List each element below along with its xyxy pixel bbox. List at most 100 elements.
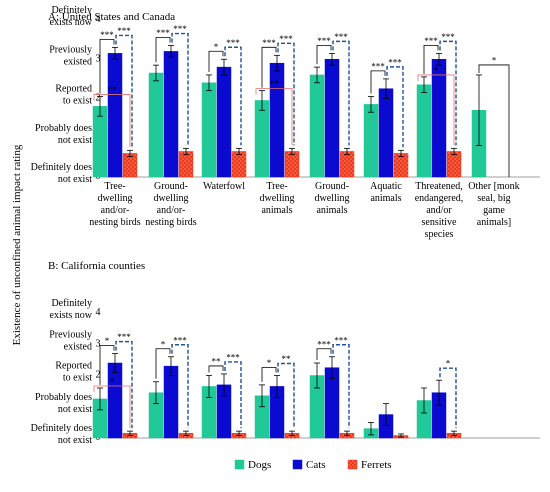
sig-bracket-dogs-cats-label: *** xyxy=(317,36,331,46)
bar-cats xyxy=(163,365,179,439)
sig-bracket-cats-ferrets xyxy=(171,32,189,146)
category-label: nesting birds xyxy=(89,217,140,228)
sig-bracket-cats-ferrets xyxy=(277,362,295,429)
y-tick-number: 4 xyxy=(96,14,101,25)
sig-bracket-dogs-cats-label: * xyxy=(161,339,166,349)
bar-cats xyxy=(378,88,394,178)
sig-bracket-dogs-cats-label: *** xyxy=(156,28,170,38)
sig-bracket-dogs-cats xyxy=(155,348,171,379)
y-tick-number: 3 xyxy=(96,338,101,349)
bar-ferrets xyxy=(284,151,300,178)
category-label: Threatened, xyxy=(415,181,462,192)
bar-dogs xyxy=(148,72,164,178)
sig-bracket-dogs-cats xyxy=(261,46,277,88)
sig-bracket-dogs-ferrets-label: * xyxy=(110,377,115,387)
category-label: game xyxy=(483,205,505,216)
sig-bracket-dogs-ferrets xyxy=(255,88,293,146)
sig-bracket-cats-ferrets-label: *** xyxy=(334,335,348,345)
y-tick-label: not exist xyxy=(58,435,92,446)
sig-bracket-dogs-cats-label: * xyxy=(105,336,110,346)
y-tick-label: Definitely xyxy=(51,5,92,16)
sig-bracket-dogs-cats xyxy=(99,39,115,94)
category-label: Waterfowl xyxy=(203,181,245,192)
legend-label: Cats xyxy=(306,459,326,471)
category-label: sensitive xyxy=(422,217,458,228)
legend-label: Dogs xyxy=(248,459,271,471)
sig-bracket-dogs-ferrets-label: * xyxy=(434,65,439,75)
category-label: Ground- xyxy=(154,181,188,192)
sig-bracket-dogs-ferrets xyxy=(417,74,455,146)
sig-bracket-dogs-ferrets xyxy=(93,94,131,148)
y-tick-label: exists now xyxy=(50,17,93,28)
bar-cats xyxy=(107,362,123,439)
category-label: animals xyxy=(261,205,292,216)
category-label: Tree- xyxy=(104,181,125,192)
sig-bracket-cats-ferrets xyxy=(115,340,133,429)
sig-bracket-dogs-cats-label: *** xyxy=(317,339,331,349)
sig-bracket-dogs-cats-label: ** xyxy=(212,356,222,366)
sig-bracket-dogs-cats xyxy=(261,367,277,382)
sig-bracket-dogs-other-label: * xyxy=(492,55,497,65)
legend-swatch xyxy=(347,459,358,470)
sig-bracket-dogs-cats xyxy=(423,44,439,74)
sig-bracket-cats-ferrets-label: *** xyxy=(226,38,240,48)
y-tick-label: not exist xyxy=(58,174,92,185)
category-label: dwelling xyxy=(98,193,133,204)
panel-title: A: United States and Canada xyxy=(48,11,175,23)
sig-bracket-dogs-cats-label: * xyxy=(214,42,219,52)
category-label: animals] xyxy=(477,217,511,228)
y-tick-label: existed xyxy=(64,341,92,352)
category-label: dwelling xyxy=(315,193,350,204)
bar-cats xyxy=(163,51,179,178)
category-label: Ground- xyxy=(315,181,349,192)
bar-dogs xyxy=(309,74,325,178)
bar-ferrets xyxy=(178,151,194,178)
sig-bracket-cats-ferrets-label: *** xyxy=(173,24,187,34)
y-axis-title: Existence of unconfined animal impact ra… xyxy=(11,144,23,345)
sig-bracket-cats-ferrets xyxy=(115,34,133,148)
sig-bracket-cats-ferrets-label: *** xyxy=(117,332,131,342)
y-tick-label: Probably does xyxy=(35,123,92,134)
sig-bracket-dogs-cats xyxy=(208,50,224,72)
legend-swatch xyxy=(234,459,245,470)
sig-bracket-cats-ferrets-label: *** xyxy=(173,335,187,345)
sig-bracket-cats-ferrets-label: *** xyxy=(279,34,293,44)
sig-bracket-cats-ferrets-label: *** xyxy=(441,32,455,42)
y-tick-label: not exist xyxy=(58,135,92,146)
y-tick-label: Previously xyxy=(49,329,92,340)
y-tick-label: Previously xyxy=(49,44,92,55)
bar-cats xyxy=(107,53,123,178)
bar-dogs xyxy=(416,84,432,178)
category-label: and/or- xyxy=(157,205,186,216)
y-tick-number: 3 xyxy=(96,53,101,64)
sig-bracket-dogs-ferrets-label: ** xyxy=(270,79,280,89)
sig-bracket-dogs-ferrets xyxy=(93,385,131,429)
y-tick-label: Reported xyxy=(55,84,92,95)
bar-cats xyxy=(324,59,340,178)
panel-title: B: California counties xyxy=(48,260,145,272)
y-tick-label: Probably does xyxy=(35,392,92,403)
category-label: and/or xyxy=(426,205,452,216)
y-tick-label: Definitely xyxy=(51,298,92,309)
y-tick-label: exists now xyxy=(50,310,93,321)
sig-bracket-dogs-cats xyxy=(370,70,386,94)
category-label: dwelling xyxy=(260,193,295,204)
sig-bracket-dogs-cats xyxy=(99,345,115,385)
bar-ferrets xyxy=(339,151,355,178)
y-tick-label: Reported xyxy=(55,361,92,372)
sig-bracket-dogs-cats-label: * xyxy=(267,358,272,368)
sig-bracket-cats-ferrets xyxy=(171,344,189,429)
sig-bracket-cats-ferrets xyxy=(224,46,242,146)
sig-bracket-dogs-ferrets-label: ** xyxy=(108,85,118,95)
y-tick-label: to exist xyxy=(63,373,92,384)
bar-cats xyxy=(431,59,447,178)
sig-bracket-dogs-other xyxy=(478,64,510,177)
sig-bracket-cats-ferrets-label: *** xyxy=(226,352,240,362)
bar-dogs xyxy=(201,82,217,178)
sig-bracket-cats-ferrets-label: ** xyxy=(282,354,292,364)
category-label: species xyxy=(425,229,454,240)
category-label: and/or- xyxy=(101,205,130,216)
legend-swatch xyxy=(292,459,303,470)
bar-dogs xyxy=(363,104,379,178)
